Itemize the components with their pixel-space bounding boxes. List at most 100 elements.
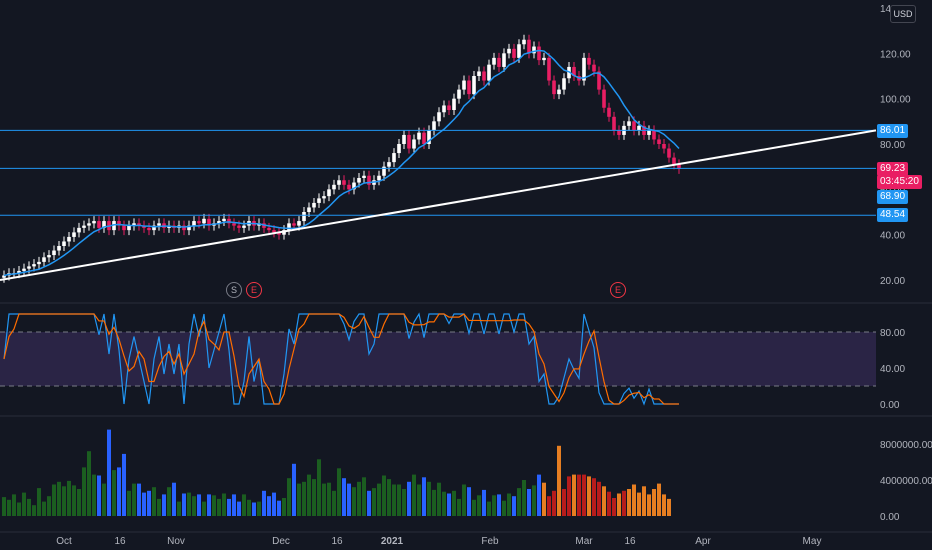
volume-bar	[47, 496, 51, 516]
candle-body	[382, 166, 386, 176]
candle-body	[47, 255, 51, 258]
ma-value-badge: 68.90	[877, 190, 909, 204]
volume-bar	[557, 445, 561, 516]
volume-bar	[187, 492, 191, 516]
earnings-marker[interactable]: E	[610, 282, 626, 298]
candle-body	[317, 198, 321, 203]
stoch-d-line	[3, 313, 679, 405]
candle-body	[397, 144, 401, 154]
candles-layer	[2, 34, 681, 283]
candle-body	[362, 175, 366, 178]
trend-line	[0, 129, 877, 281]
volume-bar	[72, 485, 76, 516]
countdown-badge: 03:45:20	[877, 175, 922, 189]
candle-body	[392, 153, 396, 163]
volume-bar	[262, 490, 266, 516]
candle-body	[677, 164, 681, 169]
candle-body	[87, 223, 91, 226]
candle-body	[122, 225, 126, 231]
price-tick-label: 120.00	[880, 49, 911, 60]
volume-bar	[312, 479, 316, 516]
volume-bar	[367, 490, 371, 516]
grid-lines	[0, 302, 932, 533]
candle-body	[627, 121, 631, 126]
candle-body	[292, 223, 296, 226]
volume-tick-label: 4000000.00	[880, 476, 932, 487]
volume-bar	[342, 478, 346, 516]
volume-bar	[457, 498, 461, 516]
candle-body	[302, 212, 306, 222]
volume-bar	[302, 481, 306, 516]
price-tick-label: 20.00	[880, 276, 905, 287]
candle-body	[602, 89, 606, 108]
volume-bar	[592, 478, 596, 516]
volume-bar	[227, 498, 231, 516]
candle-body	[337, 180, 341, 185]
candle-body	[52, 250, 56, 256]
volume-bar	[212, 495, 216, 516]
candle-body	[662, 144, 666, 149]
volume-pane	[2, 429, 671, 516]
volume-bar	[497, 494, 501, 516]
candle-body	[332, 184, 336, 190]
volume-bar	[277, 500, 281, 516]
candle-body	[187, 225, 191, 231]
volume-bar	[607, 491, 611, 516]
stoch-tick-label: 80.00	[880, 328, 905, 339]
candle-body	[617, 130, 621, 135]
stoch-band-fill	[0, 332, 876, 386]
time-tick-label: Apr	[695, 536, 711, 547]
volume-bar	[582, 474, 586, 516]
last-price-badge: 69.23	[877, 162, 909, 176]
time-tick-label: Dec	[272, 536, 290, 547]
candle-body	[232, 223, 236, 226]
candle-body	[322, 196, 326, 199]
stochastic-pane	[3, 312, 679, 406]
volume-bar	[37, 488, 41, 516]
candle-body	[347, 184, 351, 190]
candle-body	[487, 64, 491, 81]
volume-bar	[527, 489, 531, 516]
volume-bar	[447, 493, 451, 516]
candle-body	[367, 175, 371, 185]
currency-button[interactable]: USD	[890, 5, 916, 23]
volume-bar	[552, 490, 556, 516]
candle-body	[327, 189, 331, 197]
candle-body	[357, 178, 361, 183]
volume-bar	[572, 474, 576, 516]
split-marker[interactable]: S	[226, 282, 242, 298]
candle-body	[202, 218, 206, 224]
volume-bar	[382, 475, 386, 516]
candle-body	[562, 78, 566, 90]
candle-body	[152, 225, 156, 231]
volume-bar	[222, 493, 226, 516]
candle-body	[102, 221, 106, 228]
volume-bar	[587, 476, 591, 516]
volume-bar	[332, 490, 336, 516]
candle-body	[497, 57, 501, 67]
volume-bar	[452, 490, 456, 516]
candle-body	[667, 148, 671, 158]
volume-bar	[602, 486, 606, 516]
candle-body	[407, 134, 411, 149]
volume-bar	[462, 484, 466, 516]
candle-body	[82, 225, 86, 228]
candle-body	[277, 232, 281, 235]
time-tick-label: 2021	[381, 536, 404, 547]
volume-bar	[522, 480, 526, 516]
volume-bar	[627, 489, 631, 516]
candle-body	[432, 121, 436, 131]
candle-body	[557, 89, 561, 95]
overlay-lines	[0, 49, 877, 281]
volume-bar	[657, 483, 661, 516]
volume-bar	[177, 501, 181, 516]
candle-body	[477, 71, 481, 76]
volume-tick-label: 8000000.00	[880, 440, 932, 451]
candle-body	[452, 98, 456, 110]
volume-bar	[172, 482, 176, 516]
earnings-marker[interactable]: E	[246, 282, 262, 298]
time-tick-label: Nov	[167, 536, 185, 547]
moving-average-line	[3, 49, 680, 277]
volume-bar	[477, 495, 481, 516]
volume-bar	[432, 489, 436, 516]
